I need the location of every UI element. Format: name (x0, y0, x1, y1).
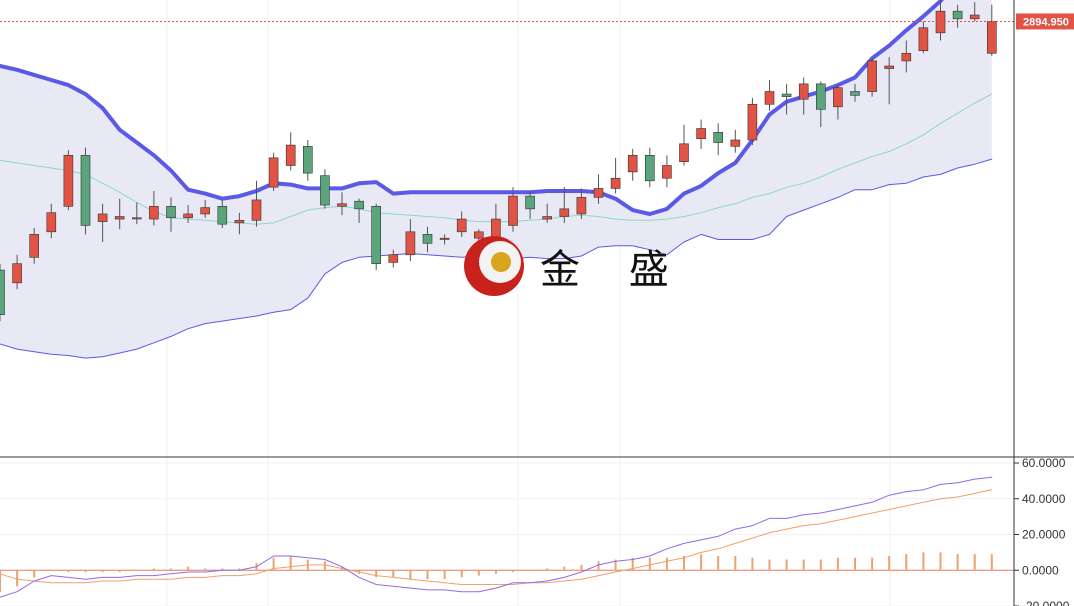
candle-up (798, 83, 809, 100)
candle-down (371, 206, 382, 264)
candle-up (63, 154, 74, 207)
candle-up (46, 212, 57, 233)
candle-up (114, 216, 125, 220)
candle-up (149, 206, 159, 220)
candle-down (302, 146, 313, 174)
candles (0, 0, 997, 322)
bollinger-band-fill (0, 0, 992, 359)
candle-up (559, 208, 570, 217)
last-price-label: 2894.950 (1023, 16, 1069, 28)
candle-up (29, 234, 40, 258)
macd-tick-label: 40.0000 (1022, 492, 1066, 506)
candle-down (80, 154, 91, 226)
candle-up (918, 27, 929, 52)
macd-tick-label: 60.0000 (1022, 456, 1066, 470)
candle-down (781, 93, 792, 97)
candle-up (456, 218, 467, 233)
candle-up (935, 10, 946, 34)
candle-down (850, 91, 860, 96)
candle-up (183, 213, 193, 219)
candle-up (439, 237, 450, 240)
candle-up (285, 144, 296, 166)
candle-down (713, 132, 724, 143)
candle-up (730, 139, 741, 147)
candle-up (867, 60, 877, 92)
candle-up (901, 52, 912, 62)
candle-up (833, 87, 843, 108)
candle-up (679, 143, 689, 162)
macd-tick-label: 20.0000 (1022, 528, 1066, 542)
candle-up (97, 213, 108, 222)
candle-down (0, 269, 5, 316)
candle-down (354, 200, 364, 210)
last-price-tag (1016, 13, 1074, 30)
candle-up (508, 195, 518, 226)
band-area (0, 0, 992, 359)
candle-up (491, 218, 501, 239)
candle-up (986, 21, 997, 54)
right-axis-bg (1014, 0, 1074, 606)
candle-down (815, 83, 826, 110)
candle-down (952, 10, 963, 20)
candle-up (593, 188, 604, 198)
watermark: 金 盛 (464, 236, 687, 296)
candle-up (473, 231, 484, 239)
candle-up (696, 128, 706, 140)
candle-down (320, 175, 330, 206)
logo-gold-ball (491, 252, 511, 272)
candle-up (747, 103, 758, 141)
candle-down (525, 195, 535, 210)
candle-up (12, 263, 22, 284)
candle-down (217, 206, 228, 225)
candle-up (337, 203, 347, 207)
candle-down (644, 154, 655, 182)
candle-up (268, 157, 279, 188)
candle-down (166, 206, 176, 219)
candle-up (884, 65, 895, 69)
macd-panel (0, 476, 1014, 598)
candle-up (610, 177, 621, 189)
candle-up (576, 197, 587, 215)
candle-up (388, 254, 399, 263)
macd-tick-label: -20.0000 (1022, 599, 1070, 606)
candle-up (132, 217, 142, 220)
candle-up (405, 231, 416, 256)
macd-dea-line (0, 489, 993, 585)
watermark-text: 金 盛 (540, 247, 687, 293)
macd-tick-label: 0.0000 (1022, 563, 1059, 577)
candle-up (251, 199, 262, 221)
candle-up (234, 220, 245, 224)
candle-down (422, 234, 433, 244)
candle-up (764, 91, 775, 105)
candle-up (200, 207, 210, 215)
candle-up (542, 216, 553, 220)
candle-up (627, 154, 638, 173)
bollinger-upper-line (0, 0, 945, 216)
candle-up (969, 14, 980, 20)
jinsheng-logo (464, 236, 524, 296)
candle-up (662, 165, 672, 179)
macd-dif-line (0, 476, 993, 598)
